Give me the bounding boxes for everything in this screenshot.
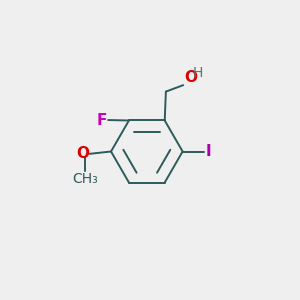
- Text: I: I: [205, 144, 211, 159]
- Text: O: O: [76, 146, 89, 161]
- Text: H: H: [193, 66, 203, 80]
- Text: F: F: [96, 112, 106, 128]
- Text: O: O: [184, 70, 197, 85]
- Text: CH₃: CH₃: [72, 172, 98, 186]
